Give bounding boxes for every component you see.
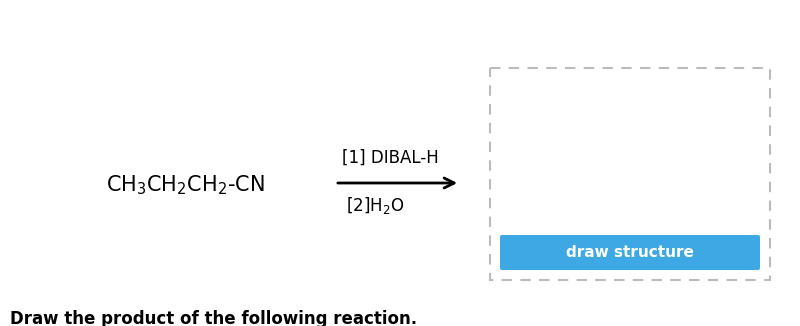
Text: [2]H$_2$O: [2]H$_2$O bbox=[346, 195, 404, 215]
Bar bbox=[490, 68, 770, 280]
Text: [1] DIBAL-H: [1] DIBAL-H bbox=[342, 149, 438, 167]
Text: draw structure: draw structure bbox=[566, 245, 694, 260]
Text: CH$_3$CH$_2$CH$_2$-CN: CH$_3$CH$_2$CH$_2$-CN bbox=[106, 173, 264, 197]
Text: Draw the product of the following reaction.: Draw the product of the following reacti… bbox=[10, 310, 417, 326]
FancyBboxPatch shape bbox=[500, 235, 760, 270]
